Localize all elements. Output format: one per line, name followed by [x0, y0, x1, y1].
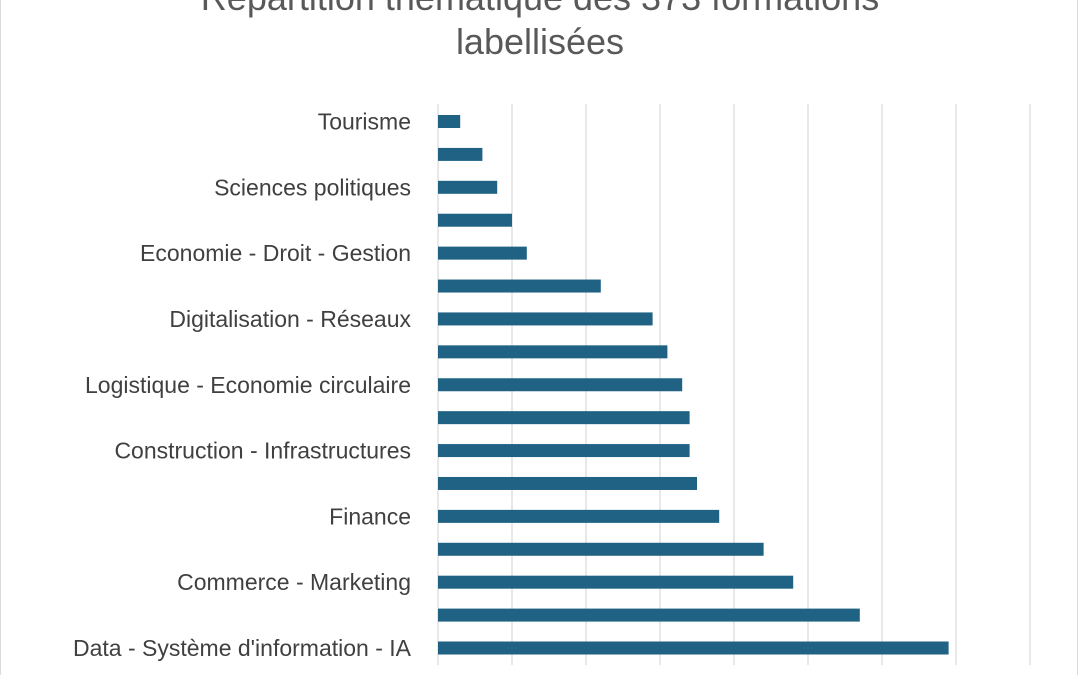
bar-16	[438, 641, 949, 655]
bar-9	[438, 411, 690, 425]
bar-6	[438, 312, 653, 326]
bar-1	[438, 147, 483, 161]
bar-14	[438, 575, 794, 589]
bar-0	[438, 115, 461, 128]
category-label-0: Tourisme	[318, 109, 411, 135]
bar-5	[438, 279, 601, 293]
bar-8	[438, 378, 683, 392]
category-label-8: Logistique - Economie circulaire	[85, 372, 411, 398]
chart-title-line-1: Répartition thématique des 373 formation…	[0, 0, 1080, 18]
bar-12	[438, 509, 720, 523]
bar-2	[438, 180, 498, 194]
chart-title-line-2: labellisées	[455, 21, 625, 62]
category-label-6: Digitalisation - Réseaux	[169, 306, 411, 332]
category-label-12: Finance	[329, 503, 411, 529]
bar-4	[438, 246, 527, 260]
bar-3	[438, 213, 512, 227]
category-label-16: Data - Système d'information - IA	[73, 635, 412, 661]
bar-15	[438, 608, 860, 622]
bar-7	[438, 345, 668, 359]
bar-10	[438, 444, 690, 458]
category-label-2: Sciences politiques	[214, 174, 411, 200]
category-label-4: Economie - Droit - Gestion	[140, 240, 411, 266]
category-label-10: Construction - Infrastructures	[114, 438, 411, 464]
bar-13	[438, 542, 764, 556]
bar-11	[438, 476, 697, 490]
category-label-14: Commerce - Marketing	[177, 569, 411, 595]
